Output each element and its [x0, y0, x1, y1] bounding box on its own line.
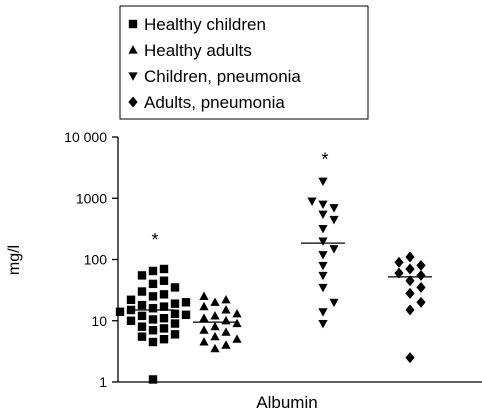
data-point — [329, 298, 339, 308]
data-point — [137, 332, 147, 341]
data-point — [210, 311, 220, 320]
legend-marker — [128, 72, 138, 81]
data-point — [137, 311, 147, 321]
data-point — [199, 291, 209, 300]
data-point — [148, 266, 158, 276]
data-point — [221, 294, 231, 304]
legend-marker — [128, 96, 138, 108]
data-point — [405, 287, 415, 299]
x-axis-label: Albumin — [256, 393, 317, 412]
data-point — [199, 313, 209, 322]
data-point — [318, 261, 328, 271]
data-point — [318, 271, 328, 281]
data-point — [159, 324, 169, 333]
data-point — [416, 296, 426, 308]
data-point — [416, 281, 426, 293]
data-point — [148, 375, 158, 384]
data-point — [170, 330, 180, 339]
legend-marker — [128, 19, 138, 29]
data-point — [115, 307, 125, 316]
legend-label: Healthy children — [144, 15, 266, 34]
legend-label: Children, pneumonia — [144, 67, 301, 86]
data-point — [232, 308, 242, 318]
data-point — [405, 275, 415, 287]
data-point — [126, 295, 136, 304]
y-tick-label: 1000 — [76, 190, 107, 206]
y-tick-label: 1 — [99, 374, 107, 390]
data-point — [199, 325, 209, 334]
data-point — [318, 283, 328, 293]
data-point — [159, 314, 169, 323]
legend-box — [119, 5, 369, 120]
data-point — [416, 259, 426, 271]
data-point — [199, 301, 209, 311]
data-point — [210, 297, 220, 306]
data-point — [199, 337, 209, 346]
data-point — [405, 263, 415, 275]
data-point — [148, 337, 158, 347]
data-point — [148, 315, 158, 324]
significance-marker: * — [151, 230, 158, 250]
data-point — [405, 352, 415, 364]
data-point — [394, 267, 404, 279]
data-point — [221, 315, 231, 325]
data-point — [416, 269, 426, 281]
data-point — [159, 276, 169, 285]
data-point — [318, 237, 328, 246]
data-point — [210, 321, 220, 331]
data-point — [318, 251, 328, 260]
significance-marker: * — [321, 149, 328, 169]
data-point — [394, 256, 404, 268]
data-point — [232, 318, 242, 328]
data-point — [159, 264, 169, 274]
data-point — [159, 290, 169, 299]
data-point — [221, 327, 231, 336]
data-point — [159, 334, 169, 344]
data-point — [137, 287, 147, 296]
data-point — [148, 304, 158, 313]
data-point — [126, 316, 136, 325]
legend-label: Healthy adults — [144, 41, 252, 60]
y-axis-label: mg/l — [6, 245, 23, 275]
data-point — [137, 271, 147, 280]
data-point — [170, 283, 180, 292]
data-point — [210, 331, 220, 341]
data-point — [405, 304, 415, 316]
data-point — [318, 308, 328, 317]
data-point — [307, 197, 317, 206]
legend-marker — [128, 45, 138, 54]
data-point — [148, 279, 158, 289]
data-point — [210, 343, 220, 353]
data-point — [318, 200, 328, 210]
y-tick-label: 10 — [91, 313, 107, 329]
data-point — [137, 300, 147, 310]
data-point — [318, 210, 328, 219]
data-point — [318, 319, 328, 329]
legend-label: Adults, pneumonia — [144, 93, 285, 112]
data-point — [318, 177, 328, 187]
data-point — [329, 245, 339, 254]
data-point — [329, 204, 339, 213]
data-point — [170, 309, 180, 318]
y-tick-label: 10 000 — [64, 129, 107, 145]
data-point — [221, 305, 231, 314]
data-point — [170, 319, 180, 328]
data-point — [405, 251, 415, 263]
data-point — [170, 299, 180, 308]
data-point — [232, 334, 242, 343]
data-point — [329, 215, 339, 225]
legend: Healthy children Healthy adults Children, … — [119, 5, 369, 120]
data-point — [181, 310, 191, 320]
data-point — [181, 298, 191, 307]
data-point — [318, 224, 328, 234]
y-tick-label: 100 — [84, 252, 108, 268]
data-point — [159, 302, 169, 311]
data-point — [148, 326, 158, 335]
data-point — [137, 322, 147, 331]
data-point — [221, 340, 231, 349]
data-point — [148, 292, 158, 301]
